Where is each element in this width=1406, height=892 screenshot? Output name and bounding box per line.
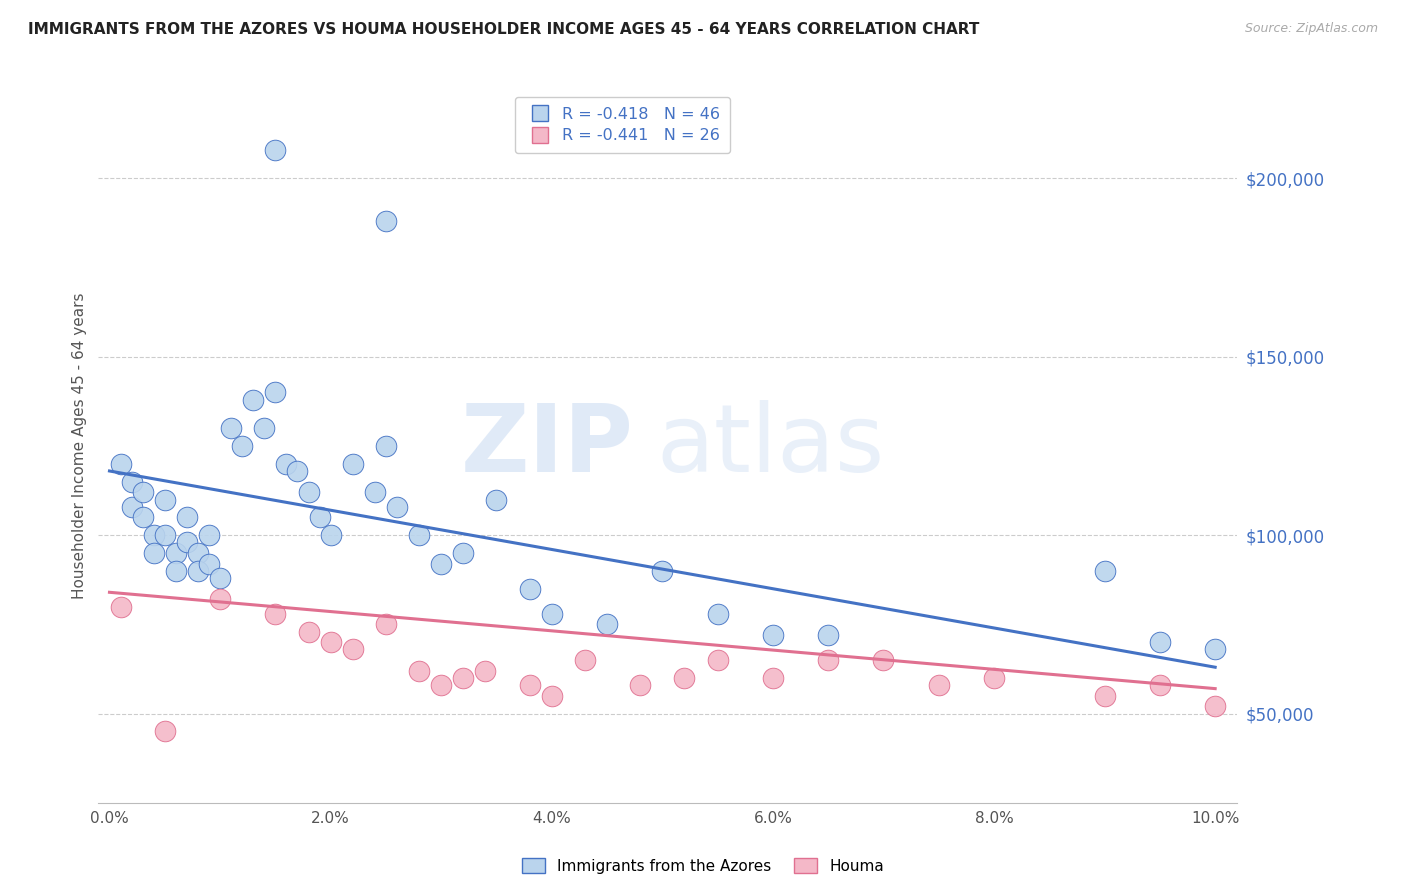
Point <box>209 571 232 585</box>
Point <box>276 457 298 471</box>
Point <box>1149 678 1171 692</box>
Point <box>706 607 728 621</box>
Text: IMMIGRANTS FROM THE AZORES VS HOUMA HOUSEHOLDER INCOME AGES 45 - 64 YEARS CORREL: IMMIGRANTS FROM THE AZORES VS HOUMA HOUS… <box>28 22 980 37</box>
Point <box>519 678 541 692</box>
Point <box>374 617 396 632</box>
Point <box>385 500 408 514</box>
Point <box>187 546 209 560</box>
Point <box>485 492 508 507</box>
Point <box>110 599 132 614</box>
Point <box>540 689 562 703</box>
Legend: Immigrants from the Azores, Houma: Immigrants from the Azores, Houma <box>516 852 890 880</box>
Point <box>408 528 430 542</box>
Text: atlas: atlas <box>657 400 884 492</box>
Point <box>297 624 319 639</box>
Point <box>817 628 839 642</box>
Point <box>319 528 342 542</box>
Point <box>364 485 387 500</box>
Point <box>121 475 143 489</box>
Point <box>153 724 176 739</box>
Point <box>1204 699 1226 714</box>
Point <box>762 628 785 642</box>
Point <box>408 664 430 678</box>
Point <box>342 642 364 657</box>
Point <box>596 617 619 632</box>
Point <box>651 564 673 578</box>
Point <box>673 671 696 685</box>
Point <box>131 485 153 500</box>
Point <box>209 592 232 607</box>
Point <box>430 557 453 571</box>
Point <box>142 528 165 542</box>
Point <box>176 535 198 549</box>
Point <box>231 439 253 453</box>
Point <box>540 607 562 621</box>
Point <box>165 546 187 560</box>
Point <box>319 635 342 649</box>
Point <box>519 582 541 596</box>
Point <box>242 392 264 407</box>
Point <box>219 421 242 435</box>
Point <box>374 439 396 453</box>
Text: ZIP: ZIP <box>461 400 634 492</box>
Y-axis label: Householder Income Ages 45 - 64 years: Householder Income Ages 45 - 64 years <box>72 293 87 599</box>
Point <box>176 510 198 524</box>
Point <box>430 678 453 692</box>
Point <box>187 564 209 578</box>
Point <box>142 546 165 560</box>
Point <box>706 653 728 667</box>
Point <box>253 421 276 435</box>
Point <box>131 510 153 524</box>
Point <box>474 664 496 678</box>
Point <box>374 214 396 228</box>
Point <box>198 557 221 571</box>
Point <box>817 653 839 667</box>
Point <box>1094 564 1116 578</box>
Point <box>762 671 785 685</box>
Point <box>983 671 1005 685</box>
Point <box>628 678 651 692</box>
Point <box>153 528 176 542</box>
Point <box>928 678 950 692</box>
Point <box>264 385 287 400</box>
Point <box>165 564 187 578</box>
Legend: R = -0.418   N = 46, R = -0.441   N = 26: R = -0.418 N = 46, R = -0.441 N = 26 <box>515 97 730 153</box>
Point <box>453 671 475 685</box>
Point <box>342 457 364 471</box>
Point <box>264 143 287 157</box>
Point <box>308 510 330 524</box>
Point <box>287 464 309 478</box>
Point <box>872 653 894 667</box>
Point <box>1204 642 1226 657</box>
Point <box>1149 635 1171 649</box>
Point <box>153 492 176 507</box>
Point <box>198 528 221 542</box>
Point <box>297 485 319 500</box>
Text: Source: ZipAtlas.com: Source: ZipAtlas.com <box>1244 22 1378 36</box>
Point <box>121 500 143 514</box>
Point <box>574 653 596 667</box>
Point <box>110 457 132 471</box>
Point <box>453 546 475 560</box>
Point <box>264 607 287 621</box>
Point <box>1094 689 1116 703</box>
